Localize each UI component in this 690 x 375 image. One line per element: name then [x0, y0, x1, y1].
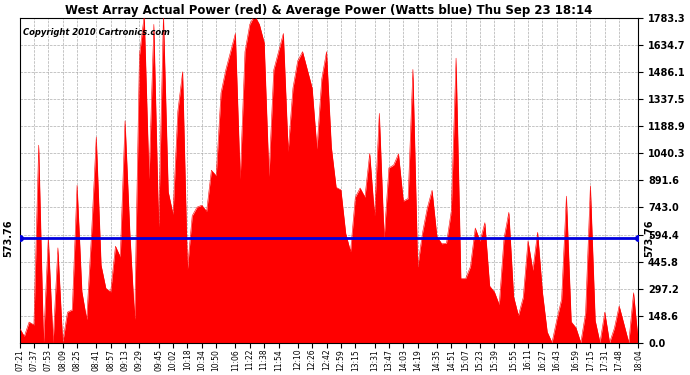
Text: 573.76: 573.76 — [644, 219, 655, 257]
Text: Copyright 2010 Cartronics.com: Copyright 2010 Cartronics.com — [23, 28, 170, 37]
Text: 573.76: 573.76 — [3, 219, 13, 257]
Title: West Array Actual Power (red) & Average Power (Watts blue) Thu Sep 23 18:14: West Array Actual Power (red) & Average … — [66, 4, 593, 17]
